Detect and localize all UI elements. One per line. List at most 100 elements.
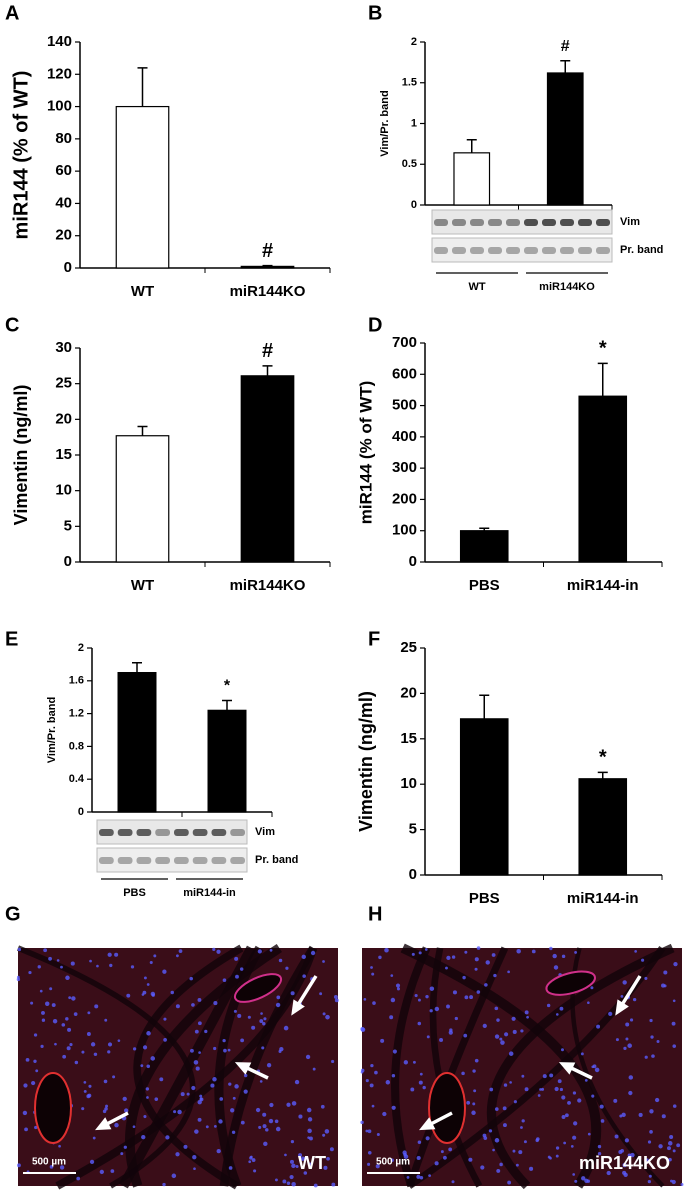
tissue-gap — [406, 946, 509, 1188]
nucleus — [472, 1102, 476, 1106]
y-axis-label: Vim/Pr. band — [46, 697, 58, 763]
nucleus — [672, 1149, 676, 1153]
nucleus — [294, 1079, 300, 1085]
y-tick-label: 40 — [55, 194, 72, 211]
nucleus — [384, 947, 389, 953]
nucleus — [468, 1157, 473, 1162]
nucleus — [197, 998, 202, 1002]
nucleus — [555, 1154, 559, 1158]
nucleus — [239, 967, 244, 971]
nucleus — [587, 1001, 590, 1005]
nucleus — [54, 1042, 57, 1046]
nucleus — [284, 1153, 287, 1157]
nucleus — [269, 948, 273, 952]
nucleus — [671, 1179, 676, 1185]
nucleus — [573, 1121, 578, 1126]
nucleus — [197, 1099, 202, 1105]
nucleus — [360, 1070, 364, 1074]
nucleus — [367, 1162, 371, 1166]
blot-band — [174, 829, 189, 836]
nucleus — [322, 960, 325, 963]
nucleus — [117, 1039, 121, 1042]
nucleus — [31, 1081, 36, 1086]
nucleus — [132, 1047, 137, 1051]
nucleus — [488, 1129, 493, 1133]
nucleus — [259, 1019, 264, 1024]
nucleus — [326, 1156, 330, 1161]
nucleus — [259, 1080, 263, 1083]
nucleus — [274, 1119, 279, 1124]
nucleus — [535, 1138, 539, 1143]
nucleus — [360, 1120, 364, 1125]
nucleus — [86, 1032, 91, 1036]
nucleus — [33, 1033, 38, 1037]
nucleus — [190, 1048, 194, 1053]
nucleus — [574, 950, 578, 954]
nucleus — [555, 1013, 559, 1016]
nucleus — [464, 995, 469, 1000]
error-bar — [137, 67, 148, 107]
nucleus — [289, 1174, 294, 1180]
nucleus — [414, 993, 418, 998]
nucleus — [511, 1016, 516, 1021]
nucleus — [572, 1173, 576, 1176]
nucleus — [291, 1101, 297, 1106]
nucleus — [170, 990, 175, 995]
nucleus — [529, 1166, 534, 1171]
nucleus — [263, 1141, 268, 1147]
image-label: miR144KO — [579, 1153, 670, 1173]
blot-group-label: miR144-in — [183, 887, 236, 899]
y-tick-label: 1.5 — [402, 77, 417, 89]
nucleus — [613, 1098, 618, 1103]
nucleus — [59, 1165, 65, 1170]
nucleus — [484, 983, 488, 987]
nucleus — [372, 1001, 376, 1005]
nucleus — [81, 1050, 85, 1054]
nucleus — [661, 1114, 666, 1119]
nucleus — [305, 1054, 311, 1060]
nucleus — [194, 1029, 199, 1034]
nucleus — [312, 1067, 316, 1071]
nucleus — [286, 1102, 291, 1107]
nucleus — [587, 1132, 591, 1136]
blot-band — [560, 247, 574, 254]
nucleus — [257, 949, 262, 954]
nucleus — [541, 1087, 545, 1091]
nucleus — [142, 1045, 148, 1050]
nucleus — [300, 1156, 306, 1161]
nucleus — [370, 1063, 374, 1068]
nucleus — [163, 1017, 167, 1021]
y-tick-label: 0 — [411, 199, 417, 211]
nucleus — [313, 1183, 318, 1188]
nucleus — [663, 970, 668, 975]
nucleus — [419, 1072, 423, 1076]
nucleus — [310, 950, 316, 956]
nucleus — [258, 1125, 262, 1129]
nucleus — [276, 995, 281, 1000]
nucleus — [193, 1167, 196, 1171]
blot-band — [155, 829, 170, 836]
nucleus — [51, 1003, 56, 1008]
nucleus — [24, 1127, 28, 1132]
nucleus — [143, 1115, 147, 1119]
nucleus — [632, 997, 637, 1002]
nucleus — [555, 1146, 560, 1150]
error-bar — [137, 425, 148, 436]
y-tick-label: 2 — [78, 642, 84, 654]
nucleus — [371, 972, 375, 976]
nucleus — [651, 1054, 655, 1058]
nucleus — [623, 1172, 628, 1178]
nucleus — [40, 1044, 44, 1049]
blot-band-label: Vim — [255, 826, 275, 838]
nucleus — [520, 1126, 523, 1129]
nucleus — [96, 964, 99, 968]
nucleus — [531, 949, 536, 954]
nucleus — [474, 1058, 479, 1063]
nucleus — [623, 1046, 627, 1050]
blot-band — [211, 857, 227, 864]
y-tick-label: 0 — [409, 553, 417, 570]
blot-band — [470, 247, 484, 254]
nucleus — [262, 1112, 267, 1117]
nucleus — [504, 1032, 509, 1037]
nucleus — [216, 1148, 221, 1154]
